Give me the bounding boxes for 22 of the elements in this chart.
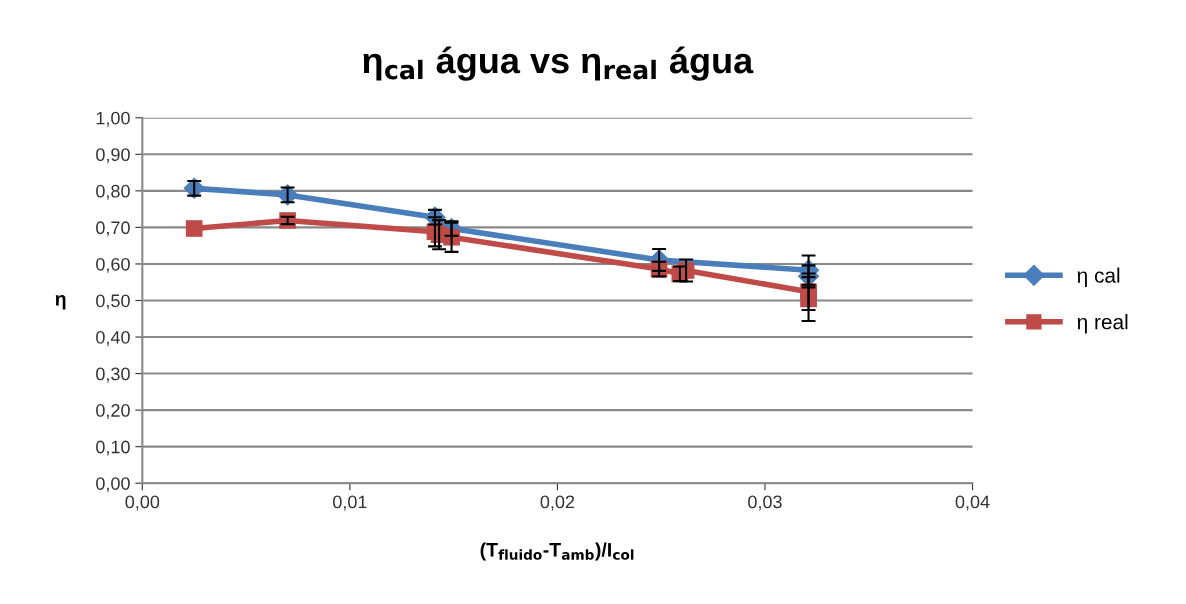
y-tick-label: 0,00 [96,477,130,493]
legend-label: η cal [1077,267,1120,287]
x-axis-title: (T$_{fluido}$-T$_{amb}$)/I$_{col}$ [480,542,634,561]
legend-label: η real [1077,314,1128,334]
y-axis-title: η [55,295,66,310]
y-tick-label: 0,10 [96,440,130,456]
y-tick-label: 0,20 [96,404,130,419]
y-tick-label: 0,80 [96,184,130,200]
point [185,220,203,237]
y-tick-label: 1,00 [96,111,130,127]
chart-title: η$_{cal}$ água vs η$_{real}$ água [363,46,754,81]
y-tick-label: 0,60 [96,257,130,273]
x-tick-label: 0,03 [748,495,782,511]
x-tick-label: 0,01 [333,495,367,511]
y-tick-label: 0,90 [96,148,130,164]
x-tick-label: 0,04 [955,495,990,511]
y-tick-label: 0,70 [96,221,130,237]
x-tick-label: 0,02 [540,495,575,511]
y-tick-label: 0,40 [96,330,130,346]
y-tick-label: 0,50 [96,294,130,310]
x-tick-label: 0,00 [125,495,160,511]
y-tick-label: 0,30 [96,367,130,383]
